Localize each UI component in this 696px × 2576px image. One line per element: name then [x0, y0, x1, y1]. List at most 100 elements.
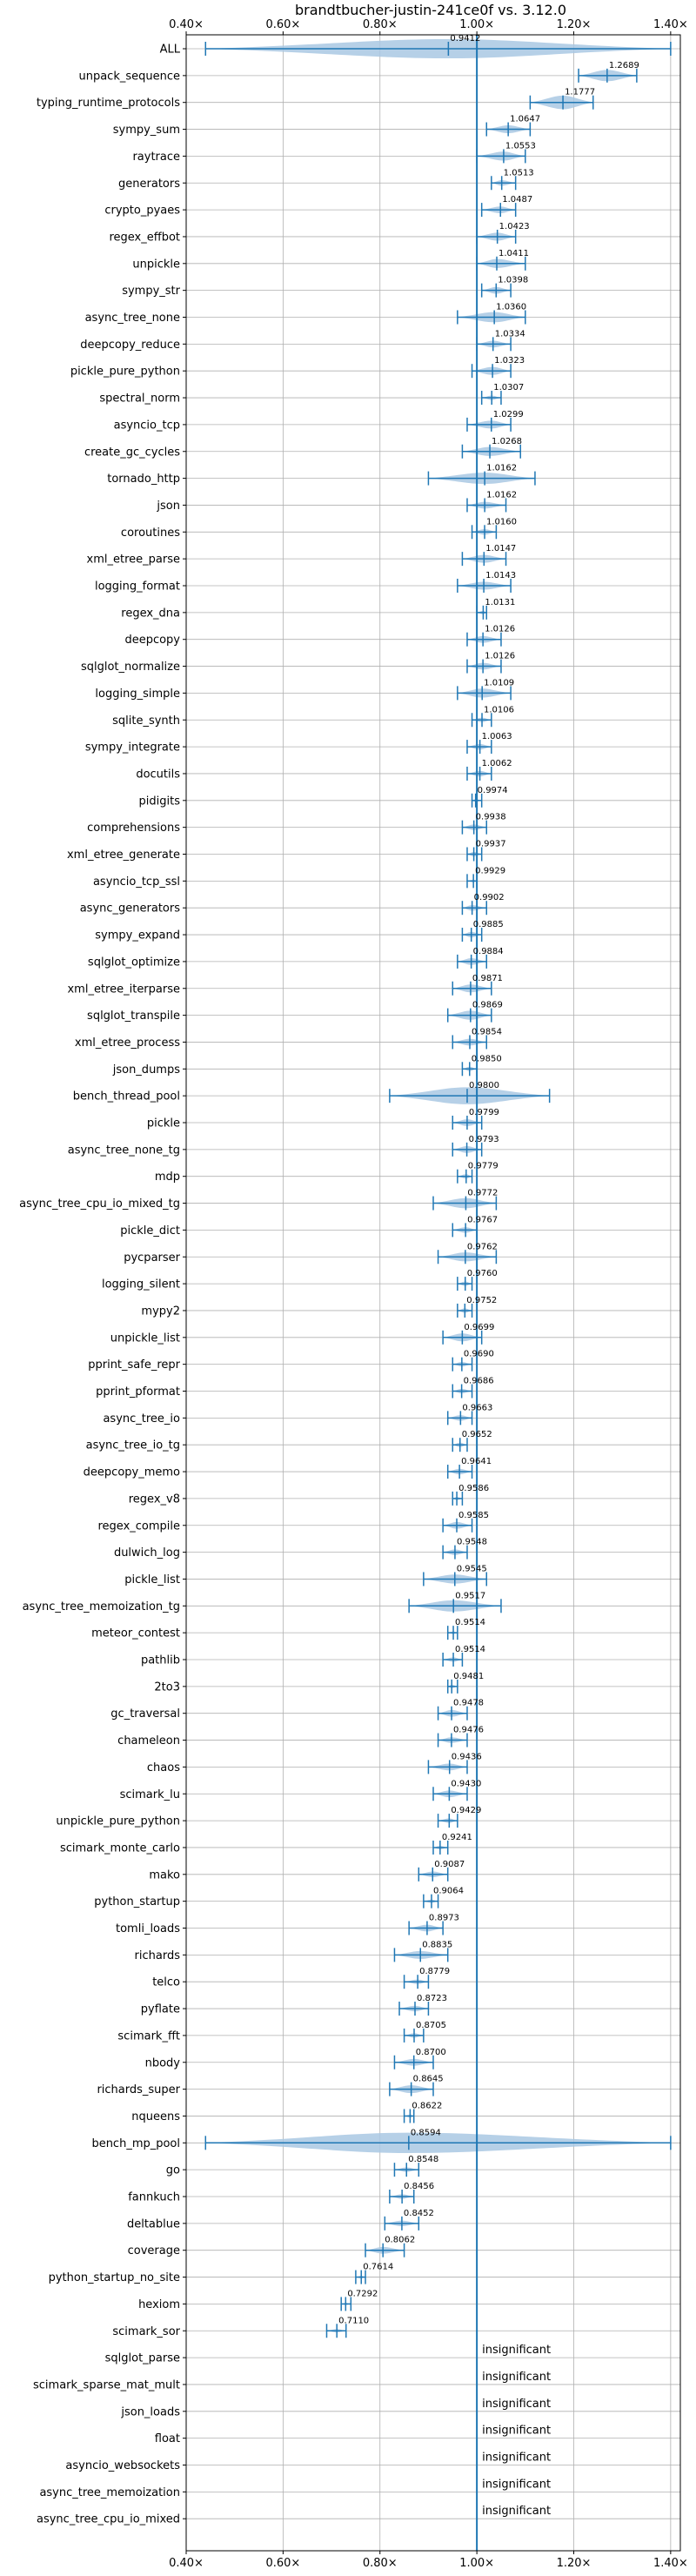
benchmark-name: meteor_contest	[91, 1627, 180, 1640]
value-label: 0.8705	[416, 2021, 446, 2030]
benchmark-name: unpickle_pure_python	[56, 1815, 180, 1828]
value-label: 0.9974	[478, 786, 508, 795]
benchmark-name: logging_simple	[95, 688, 180, 701]
chart-title: brandtbucher-justin-241ce0f vs. 3.12.0	[295, 2, 566, 18]
benchmark-name: deepcopy_memo	[84, 1466, 180, 1479]
benchmark-name: json_loads	[120, 2405, 180, 2418]
benchmark-name: docutils	[136, 768, 180, 781]
value-label: 0.9481	[453, 1672, 484, 1681]
value-label: 0.9760	[467, 1269, 498, 1278]
value-label: 0.9545	[457, 1564, 487, 1573]
value-label: 0.8622	[412, 2101, 442, 2110]
benchmark-name: pathlib	[141, 1654, 180, 1667]
value-label: 0.9869	[472, 1001, 503, 1010]
value-label: 0.9514	[455, 1645, 485, 1654]
value-label: 1.0162	[486, 490, 517, 500]
benchmark-name: async_generators	[80, 902, 181, 916]
benchmark-name: hexiom	[138, 2298, 180, 2311]
value-label: 0.9586	[458, 1484, 489, 1493]
value-label: 1.0143	[485, 571, 516, 580]
benchmark-name: sqlglot_parse	[105, 2352, 180, 2365]
value-label: 0.8700	[416, 2048, 446, 2057]
benchmark-name: deepcopy	[124, 634, 180, 647]
benchmark-name: python_startup	[94, 1895, 180, 1909]
benchmark-name: nbody	[145, 2056, 181, 2070]
value-label: 0.9436	[452, 1752, 482, 1761]
value-label: 1.0398	[498, 276, 528, 285]
benchmark-name: chaos	[147, 1761, 180, 1774]
benchmark-name: asyncio_tcp	[114, 419, 180, 432]
benchmark-name: typing_runtime_protocols	[37, 97, 180, 110]
benchmark-name: spectral_norm	[99, 392, 180, 406]
value-label: 1.0160	[486, 517, 517, 527]
benchmark-name: async_tree_memoization	[39, 2486, 180, 2499]
value-label: 0.9430	[451, 1779, 481, 1788]
benchmark-name: deepcopy_reduce	[80, 339, 180, 352]
benchmark-name: asyncio_websockets	[65, 2459, 180, 2472]
value-label: 0.9800	[469, 1081, 499, 1090]
value-label: 0.9767	[467, 1215, 498, 1224]
labels: ALL 0.9412 unpack_sequence 1.2689 typing_run…	[19, 34, 639, 2526]
x-tick-label-top: 0.80×	[363, 18, 398, 31]
benchmark-name: unpack_sequence	[78, 70, 180, 83]
benchmark-name: async_tree_memoization_tg	[23, 1600, 180, 1613]
value-label: 1.0131	[485, 598, 515, 607]
value-label: 1.0647	[510, 115, 540, 124]
benchmark-name: async_tree_cpu_io_mixed	[37, 2513, 180, 2526]
benchmark-name: pycparser	[124, 1251, 180, 1265]
value-label: 0.9902	[474, 893, 505, 902]
insignificant-label: insignificant	[482, 2425, 551, 2438]
benchmark-name: sympy_expand	[95, 929, 180, 943]
benchmark-name: crypto_pyaes	[104, 205, 180, 218]
value-label: 0.9885	[473, 920, 504, 929]
benchmark-name: create_gc_cycles	[84, 446, 180, 459]
benchmark-name: gc_traversal	[110, 1707, 180, 1721]
insignificant-label: insignificant	[482, 2452, 551, 2465]
value-label: 1.0334	[495, 329, 525, 339]
benchmark-name: mypy2	[141, 1305, 180, 1318]
value-label: 1.0423	[499, 222, 530, 231]
insignificant-label: insignificant	[482, 2398, 551, 2411]
benchmark-name: pickle_dict	[120, 1224, 180, 1238]
value-label: 0.8062	[385, 2236, 415, 2245]
value-label: 1.0487	[502, 195, 532, 205]
x-tick-label-top: 1.00×	[459, 18, 494, 31]
benchmark-name: pickle_list	[124, 1573, 180, 1587]
benchmark-name: scimark_fft	[117, 2029, 180, 2043]
benchmark-name: coroutines	[121, 527, 180, 540]
value-label: 1.0513	[504, 168, 534, 178]
value-label: 1.0411	[499, 249, 529, 258]
value-label: 0.8645	[413, 2075, 444, 2084]
benchmark-name: logging_format	[95, 580, 180, 594]
benchmark-name: async_tree_cpu_io_mixed_tg	[19, 1197, 180, 1211]
benchmark-name: xml_etree_process	[75, 1036, 180, 1050]
benchmark-name: telco	[152, 1976, 180, 1989]
x-tick-label-bottom: 0.60×	[265, 2557, 300, 2570]
x-tick-label-top: 1.40×	[653, 18, 688, 31]
value-label: 0.9884	[473, 947, 504, 956]
axes: 0.40× 0.40× 0.60× 0.60× 0.80× 0.80× 1.00× 1.00×…	[169, 18, 688, 2570]
benchmark-name: tornado_http	[107, 473, 180, 486]
benchmark-name: bench_thread_pool	[73, 1090, 180, 1104]
value-label: 0.9690	[464, 1350, 494, 1359]
benchmark-name: asyncio_tcp_ssl	[93, 875, 180, 889]
benchmark-name: comprehensions	[87, 822, 180, 835]
value-label: 0.9871	[472, 974, 503, 983]
value-label: 0.9752	[466, 1296, 497, 1305]
value-label: 0.9241	[442, 1833, 472, 1842]
benchmark-name: async_tree_none_tg	[68, 1144, 180, 1157]
benchmark-name: coverage	[128, 2244, 180, 2257]
value-label: 0.9517	[455, 1591, 485, 1600]
benchmark-name: xml_etree_iterparse	[67, 983, 180, 996]
value-label: 0.7614	[363, 2263, 393, 2272]
x-tick-label-top: 0.60×	[265, 18, 300, 31]
x-tick-label-bottom: 1.20×	[557, 2557, 592, 2570]
x-tick-label-bottom: 0.80×	[363, 2557, 398, 2570]
benchmark-name: sqlglot_normalize	[81, 661, 180, 674]
benchmark-name: unpickle_list	[110, 1332, 180, 1345]
benchmark-name: scimark_sparse_mat_mult	[33, 2378, 180, 2392]
insignificant-label: insignificant	[482, 2344, 551, 2357]
value-label: 1.0268	[492, 437, 522, 446]
x-tick-label-bottom: 0.40×	[169, 2557, 204, 2570]
